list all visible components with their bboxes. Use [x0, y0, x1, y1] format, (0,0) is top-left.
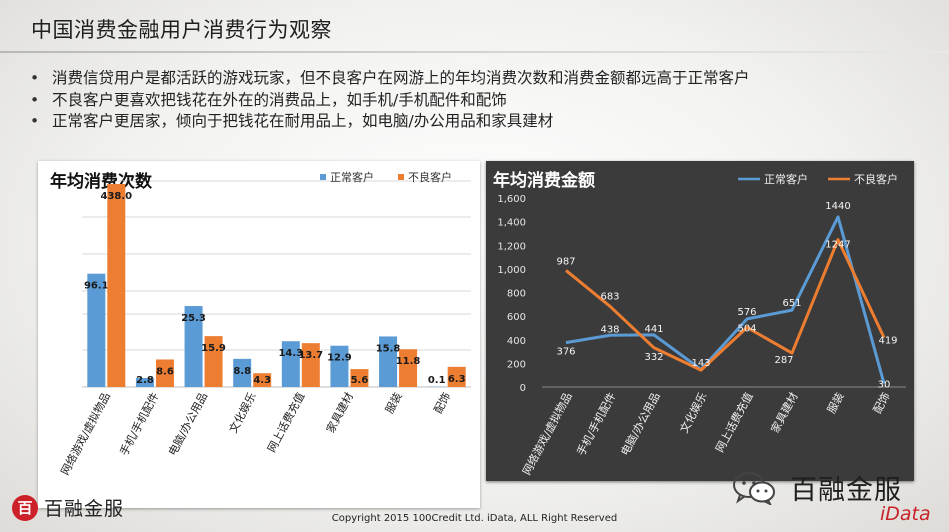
y-tick-label: 200: [507, 359, 526, 370]
chart-title: 年均消费金额: [493, 170, 595, 191]
line-chart-panel: 年均消费金额 正常客户 不良客户 0 200 400 600 800 1,000 1,200 1,4…: [486, 161, 914, 481]
legend-label: 不良客户: [408, 170, 452, 184]
brand-logo-text: 百融金服: [44, 498, 125, 520]
x-tick-label: 网上话费充值: [264, 390, 307, 455]
series-line: [565, 215, 886, 384]
data-label: 987: [556, 256, 575, 267]
bar: [301, 343, 320, 387]
line-chart: 年均消费金额 正常客户 不良客户 0 200 400 600 800 1,000 1,200 1,4…: [493, 170, 906, 478]
bar: [87, 273, 106, 387]
data-label: 6.3: [448, 374, 466, 385]
chart-title: 年均消费次数: [50, 171, 153, 192]
data-label: 683: [600, 291, 619, 302]
data-label: 14.3: [278, 348, 303, 359]
y-tick-label: 1,000: [497, 265, 526, 276]
legend-label: 正常客户: [764, 172, 808, 186]
legend-label: 不良客户: [854, 172, 898, 186]
data-label: 376: [556, 347, 575, 358]
x-tick-label: 配饰: [431, 390, 454, 416]
data-label: 438: [600, 324, 619, 335]
bar: [107, 184, 126, 387]
y-tick-label: 1,400: [497, 218, 526, 229]
data-label: 651: [782, 298, 801, 309]
bar: [379, 336, 398, 387]
data-label: 15.8: [376, 343, 401, 354]
data-label: 1247: [825, 240, 850, 251]
bar: [281, 341, 300, 387]
x-tick-label: 手机/手机配件: [116, 390, 161, 458]
data-label: 1440: [825, 201, 850, 212]
brand-logo: 百 百融金服: [12, 494, 124, 521]
bar: [233, 358, 252, 387]
data-label: 4.3: [253, 375, 271, 386]
x-tick-label: 文化娱乐: [677, 390, 710, 435]
data-label: 0.1: [428, 375, 446, 386]
bar: [399, 349, 418, 387]
y-tick-label: 0: [520, 383, 526, 394]
data-label: 2.8: [136, 375, 154, 386]
bar: [330, 345, 349, 387]
data-label: 287: [774, 355, 793, 366]
bullet-list: 消费信贷用户是都活跃的游戏玩家，但不良客户在网游上的年均消费次数和消费金额都远高…: [30, 68, 750, 133]
bar: [447, 366, 466, 387]
x-tick-label: 服装: [383, 390, 405, 416]
copyright-text: Copyright 2015 100Credit Ltd. iData, ALL…: [331, 513, 618, 524]
series-line: [565, 238, 886, 372]
bar: [135, 378, 154, 387]
bar: [184, 306, 203, 387]
idata-logo: iData: [880, 503, 931, 525]
data-label: 332: [644, 352, 663, 363]
bullet-item: 消费信贷用户是都活跃的游戏玩家，但不良客户在网游上的年均消费次数和消费金额都远高…: [30, 68, 750, 90]
x-tick-label: 网络游戏/虚拟物品: [58, 390, 113, 478]
x-tick-label: 网上话费充值: [712, 390, 755, 455]
bar: [350, 369, 369, 387]
legend-swatch: [320, 174, 326, 180]
data-label: 441: [644, 324, 663, 335]
bar-chart: 年均消费次数 正常客户 不良客户 96.1 438.0 网络游戏/虚拟物品 2.88.6 手机…: [50, 170, 471, 478]
y-tick-label: 400: [507, 336, 526, 347]
data-label: 12.9: [327, 353, 352, 364]
bar: [204, 336, 223, 387]
brand-logo-icon: 百: [12, 494, 38, 521]
y-tick-label: 600: [507, 312, 526, 323]
bar: [155, 359, 174, 387]
x-tick-label: 文化娱乐: [226, 390, 259, 435]
y-tick-label: 1,200: [497, 241, 526, 252]
data-label: 504: [737, 323, 756, 334]
wechat-account-name: 百融金服: [790, 475, 902, 506]
legend-label: 正常客户: [330, 170, 374, 184]
data-label: 11.8: [396, 356, 421, 367]
data-label: 419: [878, 336, 897, 347]
x-tick-label: 家具建材: [323, 390, 356, 435]
data-label: 30: [878, 379, 891, 390]
data-label: 5.6: [351, 375, 369, 386]
x-tick-label: 手机/手机配件: [574, 390, 619, 458]
x-tick-label: 配饰: [870, 390, 893, 416]
x-tick-label: 电脑/办公用品: [166, 390, 210, 458]
bar: [253, 373, 272, 387]
wechat-icon: [733, 471, 775, 505]
data-label: 8.8: [233, 366, 251, 377]
data-label: 143: [691, 358, 710, 369]
data-label: 96.1: [84, 281, 109, 292]
legend-swatch: [398, 174, 404, 180]
data-label: 15.9: [201, 343, 226, 354]
wechat-badge: 百融金服: [732, 468, 902, 507]
data-label: 576: [737, 307, 756, 318]
x-tick-label: 服装: [825, 390, 847, 416]
data-label: 25.3: [181, 313, 206, 324]
bullet-item: 正常客户更居家，倾向于把钱花在耐用品上，如电脑/办公用品和家具建材: [30, 111, 750, 133]
x-tick-label: 电脑/办公用品: [618, 390, 662, 458]
data-label: 13.7: [298, 350, 323, 361]
data-label: 438.0: [100, 191, 132, 202]
page-title: 中国消费金融用户消费行为观察: [31, 18, 332, 42]
bullet-item: 不良客户更喜欢把钱花在外在的消费品上，如手机/手机配件和配饰: [30, 90, 750, 112]
y-tick-label: 800: [507, 289, 526, 300]
data-label: 8.6: [156, 366, 174, 377]
y-tick-label: 1,600: [497, 194, 526, 205]
bar-chart-panel: 年均消费次数 正常客户 不良客户 96.1 438.0 网络游戏/虚拟物品 2.8 8.6 手机…: [38, 161, 480, 508]
x-tick-label: 网络游戏/虚拟物品: [519, 390, 574, 478]
title-divider: [0, 51, 949, 53]
x-tick-label: 家具建材: [768, 390, 801, 435]
